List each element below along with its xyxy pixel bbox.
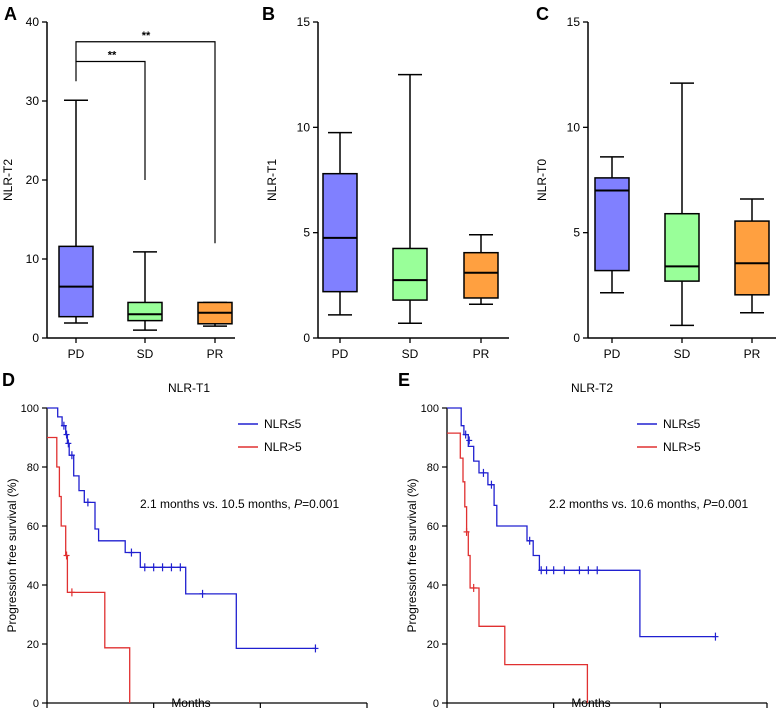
panel-letter: B [262, 4, 275, 24]
annotation-p: P [294, 497, 302, 511]
x-axis-label: Months [571, 696, 610, 708]
x-tick-label: SD [402, 347, 419, 361]
y-tick-label: 10 [567, 120, 581, 134]
x-tick-label: PR [744, 347, 761, 361]
x-tick-label: PD [332, 347, 349, 361]
y-tick-label: 0 [33, 698, 39, 708]
x-tick-label: PR [473, 347, 490, 361]
legend-label: NLR>5 [264, 440, 302, 454]
survival-curve-high-nlr [447, 432, 589, 703]
y-axis-label: NLR-T2 [1, 159, 15, 201]
x-tick-label: SD [674, 347, 691, 361]
chart-title: NLR-T1 [168, 381, 210, 395]
y-axis-label: NLR-T1 [265, 159, 279, 201]
y-tick-label: 5 [303, 226, 310, 240]
legend-label: NLR≤5 [264, 417, 302, 431]
y-tick-label: 100 [421, 403, 439, 415]
y-tick-label: 20 [26, 173, 40, 187]
annotation-p: P [703, 497, 711, 511]
box-sd [127, 301, 163, 322]
significance-bracket [75, 60, 146, 180]
y-tick-label: 80 [427, 462, 439, 474]
box-pd [58, 245, 94, 318]
y-tick-label: 0 [303, 331, 310, 345]
annotation-text: 2.1 months vs. 10.5 months, [140, 497, 294, 511]
significance-label: ** [108, 50, 117, 62]
legend-label: NLR≤5 [663, 417, 701, 431]
panel-letter: C [536, 4, 549, 24]
y-tick-label: 20 [27, 639, 39, 651]
survival-curve-high-nlr [47, 436, 131, 703]
significance-label: ** [142, 30, 151, 42]
panel-letter: D [2, 370, 15, 390]
legend-label: NLR>5 [663, 440, 701, 454]
box-sd [664, 212, 700, 282]
y-tick-label: 30 [26, 94, 40, 108]
y-axis-label: Progression free survival (%) [405, 478, 419, 632]
y-tick-label: 15 [567, 15, 581, 29]
y-tick-label: 15 [297, 15, 311, 29]
y-tick-label: 10 [26, 252, 40, 266]
annotation: 2.2 months vs. 10.6 months, P=0.001 [549, 497, 748, 511]
y-axis-label: Progression free survival (%) [5, 478, 19, 632]
significance-bracket [75, 41, 216, 244]
annotation-text: 2.2 months vs. 10.6 months, [549, 497, 703, 511]
y-axis-label: NLR-T0 [535, 159, 549, 201]
panel-letter: A [4, 4, 17, 24]
y-tick-label: 60 [427, 521, 439, 533]
box-pr [463, 251, 499, 299]
annotation-p-value: =0.001 [711, 497, 748, 511]
y-tick-label: 5 [573, 226, 580, 240]
y-tick-label: 60 [27, 521, 39, 533]
chart-title: NLR-T2 [571, 381, 613, 395]
x-tick-label: PR [207, 347, 224, 361]
box-pr [734, 220, 770, 296]
y-tick-label: 0 [573, 331, 580, 345]
y-tick-label: 40 [427, 580, 439, 592]
y-tick-label: 100 [21, 403, 39, 415]
y-tick-label: 40 [27, 580, 39, 592]
box-pd [594, 177, 630, 272]
y-tick-label: 80 [27, 462, 39, 474]
annotation-p-value: =0.001 [302, 497, 339, 511]
y-tick-label: 10 [297, 120, 311, 134]
y-tick-label: 20 [427, 639, 439, 651]
y-tick-label: 40 [26, 15, 40, 29]
x-tick-label: PD [604, 347, 621, 361]
x-axis-label: Months [171, 696, 210, 708]
box-sd [392, 247, 428, 301]
x-tick-label: PD [68, 347, 85, 361]
y-tick-label: 0 [32, 331, 39, 345]
y-tick-label: 0 [433, 698, 439, 708]
panel-letter: E [398, 370, 410, 390]
annotation: 2.1 months vs. 10.5 months, P=0.001 [140, 497, 339, 511]
box-pd [322, 172, 358, 293]
x-tick-label: SD [137, 347, 154, 361]
